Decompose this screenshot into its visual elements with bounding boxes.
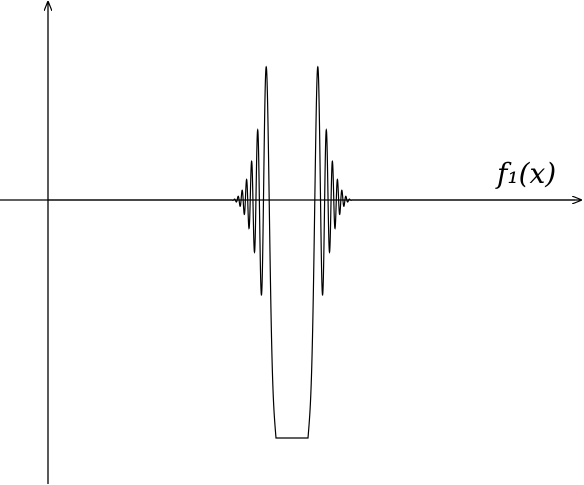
axis-label: f₁(x) [495,157,556,190]
function-curve [48,65,575,439]
